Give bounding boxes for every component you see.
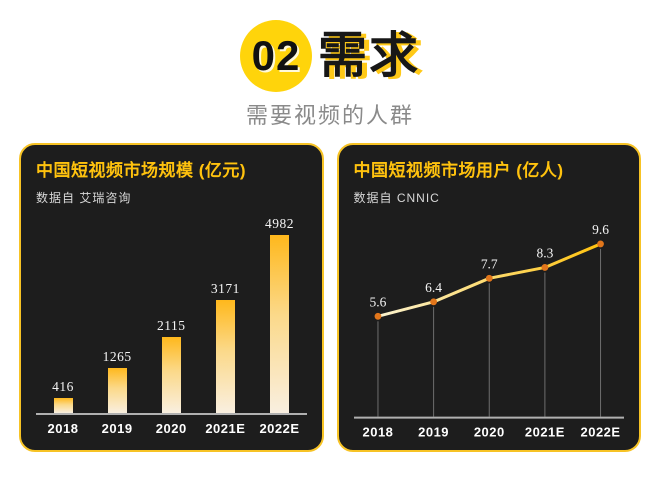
line-plot-area: 5.6 2018 6.4 2019 7.7 2020 8.3 2021E 9.6 2022E xyxy=(353,222,624,440)
x-axis-label: 2021E xyxy=(524,425,564,440)
bar xyxy=(107,368,127,413)
bar-column: 416 xyxy=(40,379,86,413)
panel-users: 中国短视频市场用户 (亿人) 数据自 CNNIC 5.6 2018 6.4 2019 7… xyxy=(336,143,641,452)
bar-value-label: 416 xyxy=(52,379,74,394)
bar-column: 3171 xyxy=(202,281,248,413)
data-point-marker xyxy=(541,264,548,271)
panel-source: 数据自 CNNIC xyxy=(353,191,440,205)
bar xyxy=(53,398,73,413)
data-point-marker xyxy=(596,240,604,248)
panel-title: 中国短视频市场用户 (亿人) xyxy=(353,161,564,180)
section-number-badge: 02 xyxy=(239,20,312,92)
section-number: 02 xyxy=(251,32,301,79)
bar xyxy=(161,337,181,413)
bar-chart: 416 1265 2115 3171 4982 2018 2019 2020 2021E 2022… xyxy=(36,210,307,436)
point-value-label: 7.7 xyxy=(480,256,497,271)
x-axis-label: 2021E xyxy=(205,421,246,436)
line-chart: 5.6 2018 6.4 2019 7.7 2020 8.3 2021E 9.6 2022E xyxy=(353,210,625,444)
bar xyxy=(270,235,289,413)
section-subtitle: 需要视频的人群 xyxy=(245,103,414,128)
bar-value-label: 1265 xyxy=(102,349,132,364)
bar-column: 2115 xyxy=(148,318,194,413)
section-header: 02 需求 xyxy=(0,20,660,92)
panel-title: 中国短视频市场规模 (亿元) xyxy=(36,161,247,180)
x-axis-label: 2018 xyxy=(47,421,79,436)
point-value-label: 6.4 xyxy=(425,280,442,295)
x-axis-label: 2022E xyxy=(259,421,300,436)
x-axis-label: 2019 xyxy=(418,425,449,440)
x-axis-label: 2018 xyxy=(362,425,393,440)
charts-row: 中国短视频市场规模 (亿元) 数据自 艾瑞咨询 416 1265 2115 3171 4… xyxy=(0,143,660,452)
x-axis-label: 2019 xyxy=(101,421,133,436)
bar-value-label: 3171 xyxy=(210,281,240,296)
point-value-label: 9.6 xyxy=(592,222,609,237)
point-value-label: 8.3 xyxy=(536,245,553,260)
bar-plot-area: 416 1265 2115 3171 4982 xyxy=(36,210,307,415)
x-axis-label: 2020 xyxy=(473,425,504,440)
bar xyxy=(215,300,235,413)
x-axis-labels: 2018 2019 2020 2021E 2022E xyxy=(36,421,307,436)
x-axis-label: 2020 xyxy=(155,421,187,436)
data-point-marker xyxy=(374,312,381,320)
panel-source: 数据自 艾瑞咨询 xyxy=(36,191,132,205)
panel-market-size: 中国短视频市场规模 (亿元) 数据自 艾瑞咨询 416 1265 2115 3171 4… xyxy=(19,143,324,452)
bar-column: 1265 xyxy=(94,349,140,413)
x-axis-label: 2022E xyxy=(580,425,620,440)
bar-column: 4982 xyxy=(257,216,303,413)
bar-value-label: 4982 xyxy=(265,216,294,231)
bar-value-label: 2115 xyxy=(157,318,186,333)
section-title: 需求 xyxy=(317,28,420,83)
data-point-marker xyxy=(429,298,437,306)
data-point-marker xyxy=(485,274,493,282)
point-value-label: 5.6 xyxy=(369,294,386,309)
